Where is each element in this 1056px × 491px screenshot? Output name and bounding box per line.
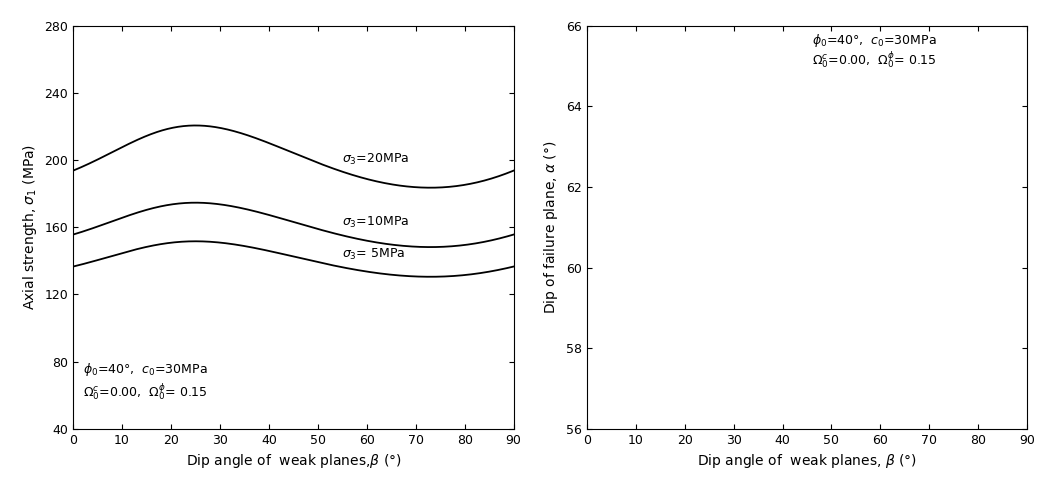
Text: $\Omega_0^c$=0.00,  $\Omega_0^\phi$= 0.15: $\Omega_0^c$=0.00, $\Omega_0^\phi$= 0.15 xyxy=(83,382,208,402)
Text: $\phi_0$=40°,  $c_0$=30MPa: $\phi_0$=40°, $c_0$=30MPa xyxy=(83,361,208,379)
Text: $\sigma_3$=10MPa: $\sigma_3$=10MPa xyxy=(342,215,410,230)
X-axis label: Dip angle of  weak planes, $\beta$ (°): Dip angle of weak planes, $\beta$ (°) xyxy=(697,452,917,470)
Text: $\sigma_3$= 5MPa: $\sigma_3$= 5MPa xyxy=(342,247,406,262)
Text: $\phi_0$=40°,  $c_0$=30MPa: $\phi_0$=40°, $c_0$=30MPa xyxy=(812,32,937,49)
Text: $\Omega_0^c$=0.00,  $\Omega_0^\phi$= 0.15: $\Omega_0^c$=0.00, $\Omega_0^\phi$= 0.15 xyxy=(812,49,937,70)
X-axis label: Dip angle of  weak planes,$\beta$ (°): Dip angle of weak planes,$\beta$ (°) xyxy=(186,452,401,470)
Y-axis label: Dip of failure plane, $\alpha$ (°): Dip of failure plane, $\alpha$ (°) xyxy=(543,140,561,314)
Text: $\sigma_3$=20MPa: $\sigma_3$=20MPa xyxy=(342,152,410,166)
Y-axis label: Axial strength, $\sigma_1$ (MPa): Axial strength, $\sigma_1$ (MPa) xyxy=(21,144,39,310)
